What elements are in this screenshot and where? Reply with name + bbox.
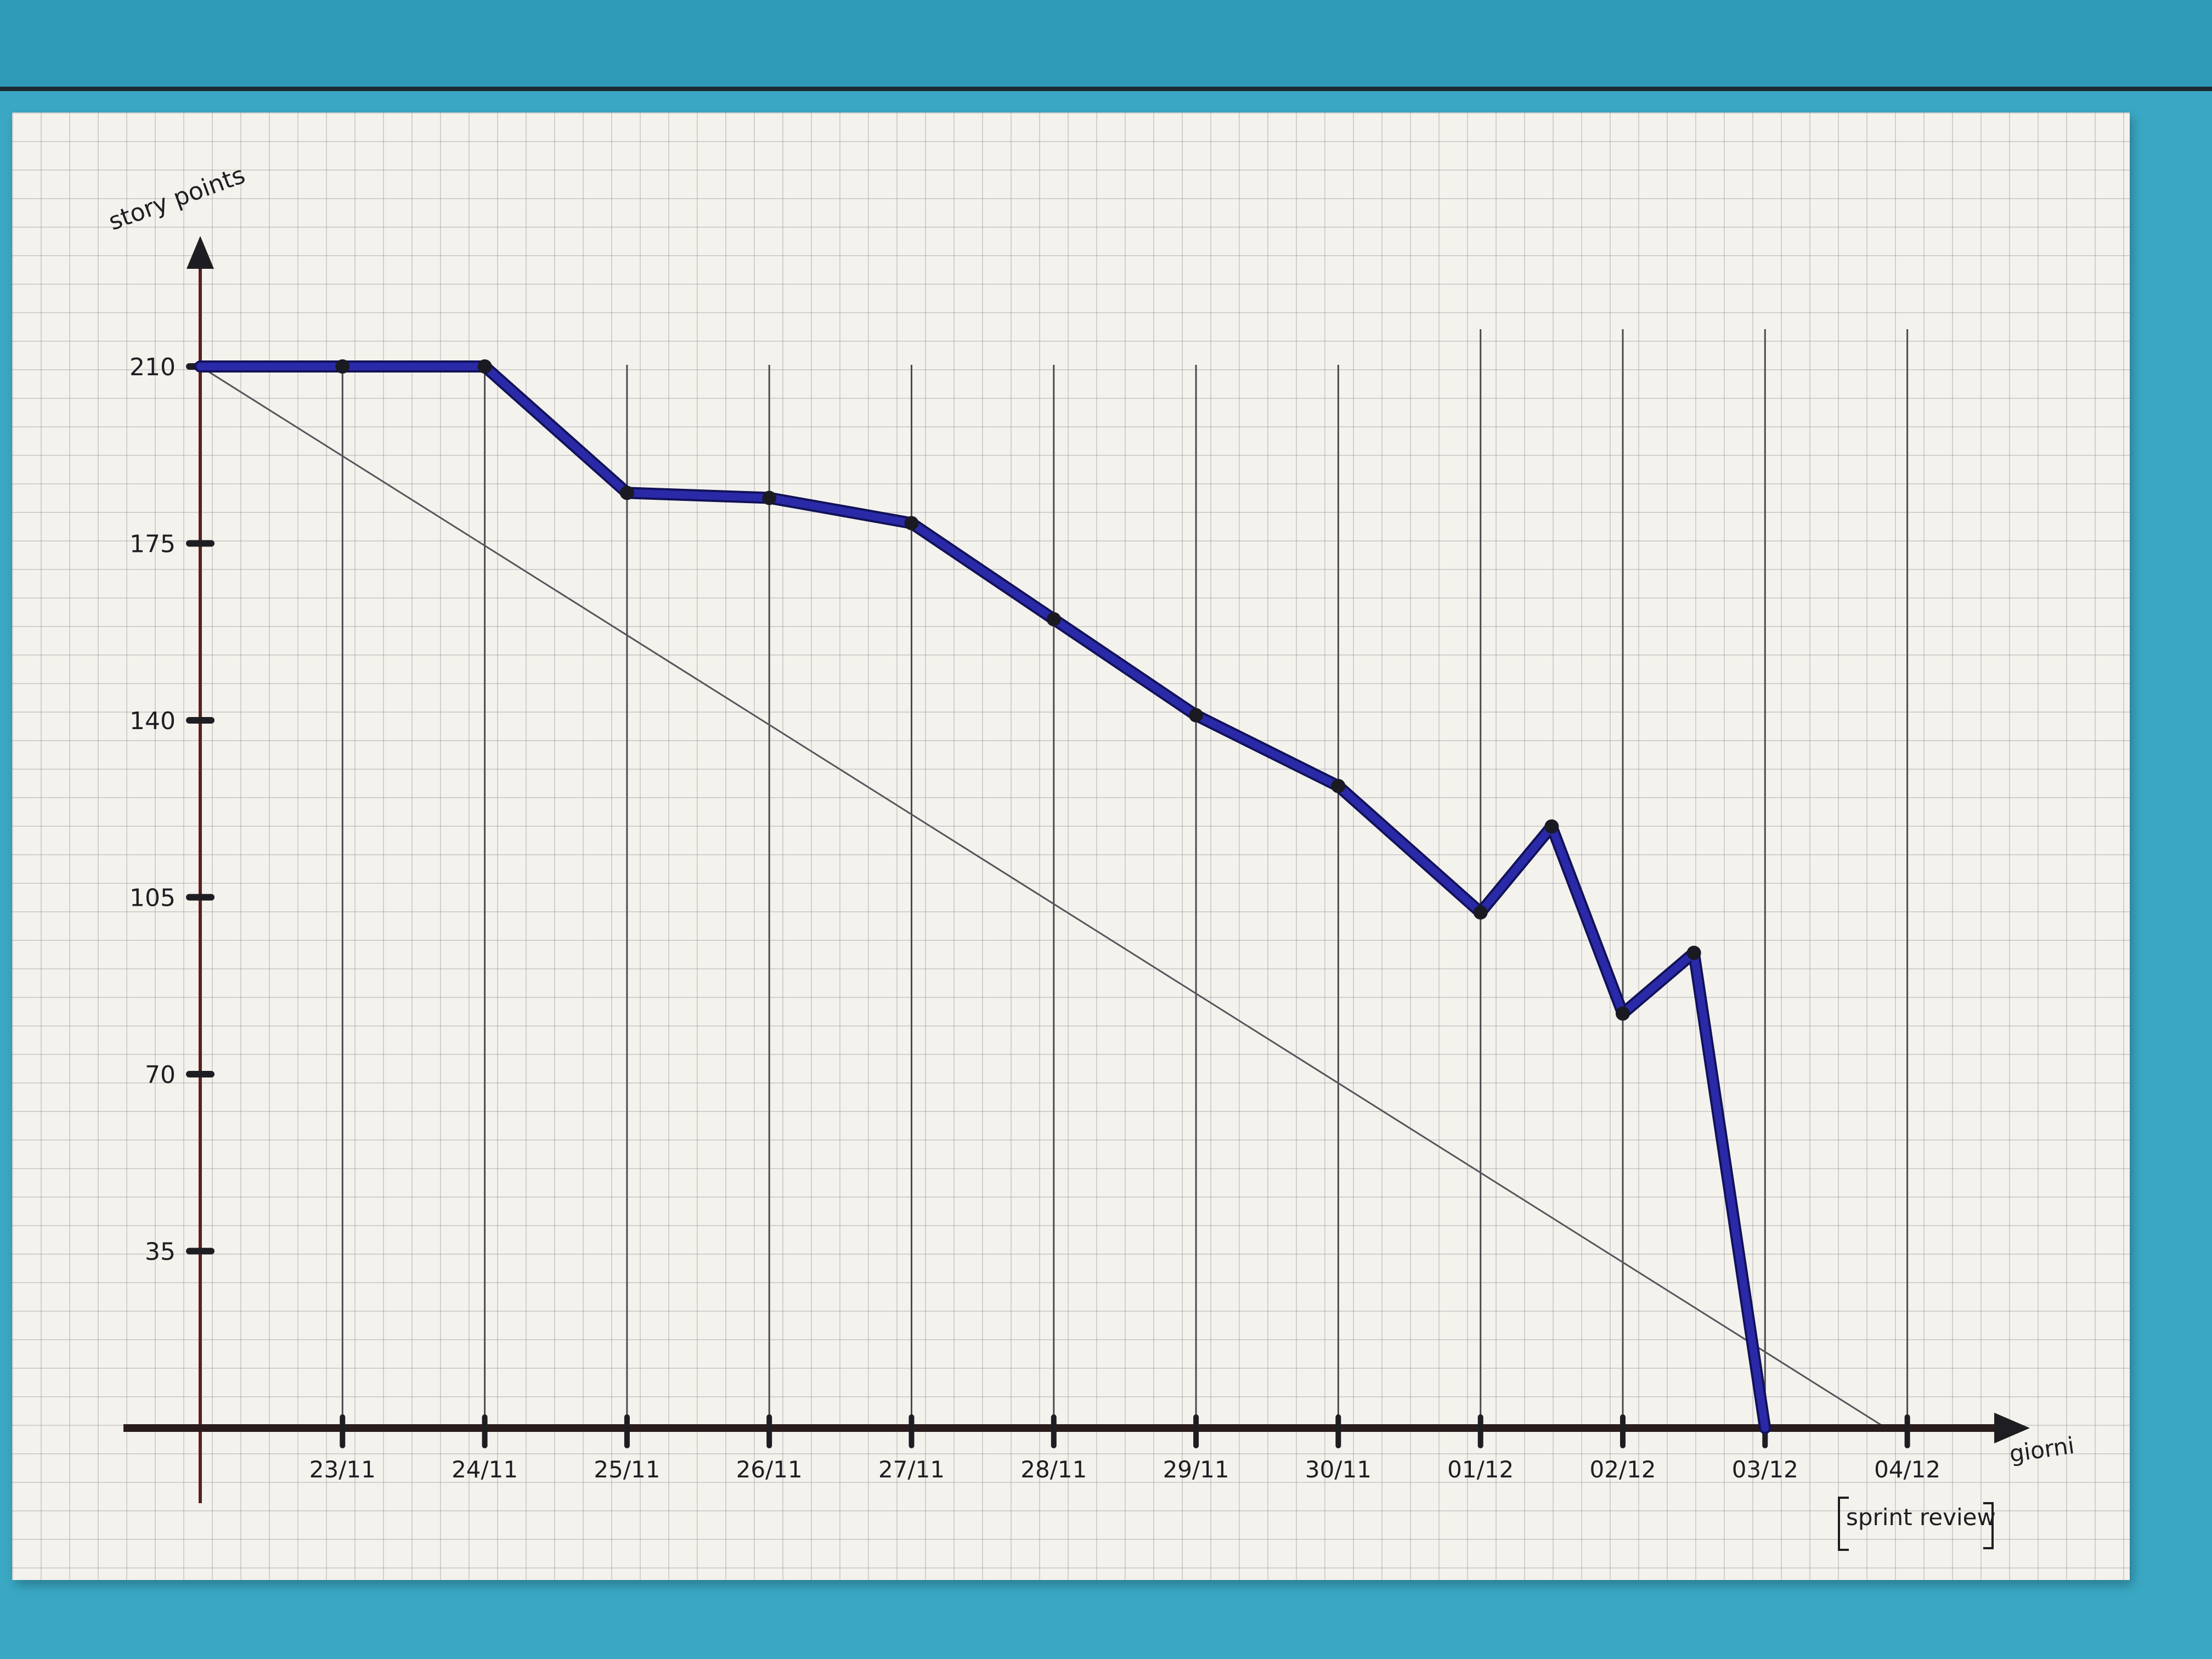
x-tick-label: 27/11 [878,1456,945,1483]
y-tick-label: 140 [129,707,176,735]
x-axis-arrow [1994,1413,2030,1443]
graph-paper [12,112,2130,1580]
data-point [1189,708,1204,723]
data-point [619,486,634,500]
x-tick-label: 30/11 [1305,1456,1372,1483]
data-point [1046,612,1061,627]
actual-burndown-line [196,363,1769,1432]
x-tick-label: 02/12 [1589,1456,1656,1483]
actual-line-layer [194,359,1771,1434]
y-tick-label: 105 [129,884,176,912]
y-tick-label: 210 [129,353,176,381]
y-tick-label: 35 [145,1238,176,1266]
wall-edge [0,87,2212,91]
sprint-review-note: sprint review [1846,1504,1996,1531]
x-tick-label: 01/12 [1447,1456,1514,1483]
data-point [762,490,777,505]
x-tick-label: 24/11 [452,1456,518,1483]
background-top [0,0,2212,88]
y-tick-label: 175 [129,531,176,558]
data-point [477,359,492,374]
x-tick-label: 03/12 [1732,1456,1798,1483]
data-point [1473,905,1488,920]
x-tick-label: 26/11 [736,1456,803,1483]
data-point [1331,778,1346,793]
sprint-review-bracket-left [1838,1497,1849,1551]
ideal-line-layer [200,365,1887,1429]
axes [123,236,2030,1503]
background-bottom [0,1613,2212,1659]
x-tick-label: 29/11 [1163,1456,1229,1483]
data-point [335,359,350,374]
sprint-review-bracket-right [1983,1502,1994,1549]
x-tick-label: 25/11 [594,1456,660,1483]
x-axis-label: giorni [2008,1432,2076,1468]
ideal-burndown-line [200,365,1887,1429]
x-tick-label: 23/11 [309,1456,376,1483]
actual-burndown-line-outline [194,360,1771,1434]
data-point [1544,819,1559,834]
y-axis-label: story points [105,161,249,236]
data-point [1686,945,1701,960]
day-gridlines [341,329,1909,1428]
x-ticks: 23/11 24/11 25/11 26/11 27/11 28/11 29/11 30/11… [309,1414,1940,1483]
y-axis-arrow [187,236,214,269]
data-point [1616,1006,1630,1021]
y-tick-label: 70 [145,1061,176,1089]
x-tick-label: 28/11 [1020,1456,1087,1483]
x-tick-label: 04/12 [1874,1456,1940,1483]
data-point [904,516,919,531]
